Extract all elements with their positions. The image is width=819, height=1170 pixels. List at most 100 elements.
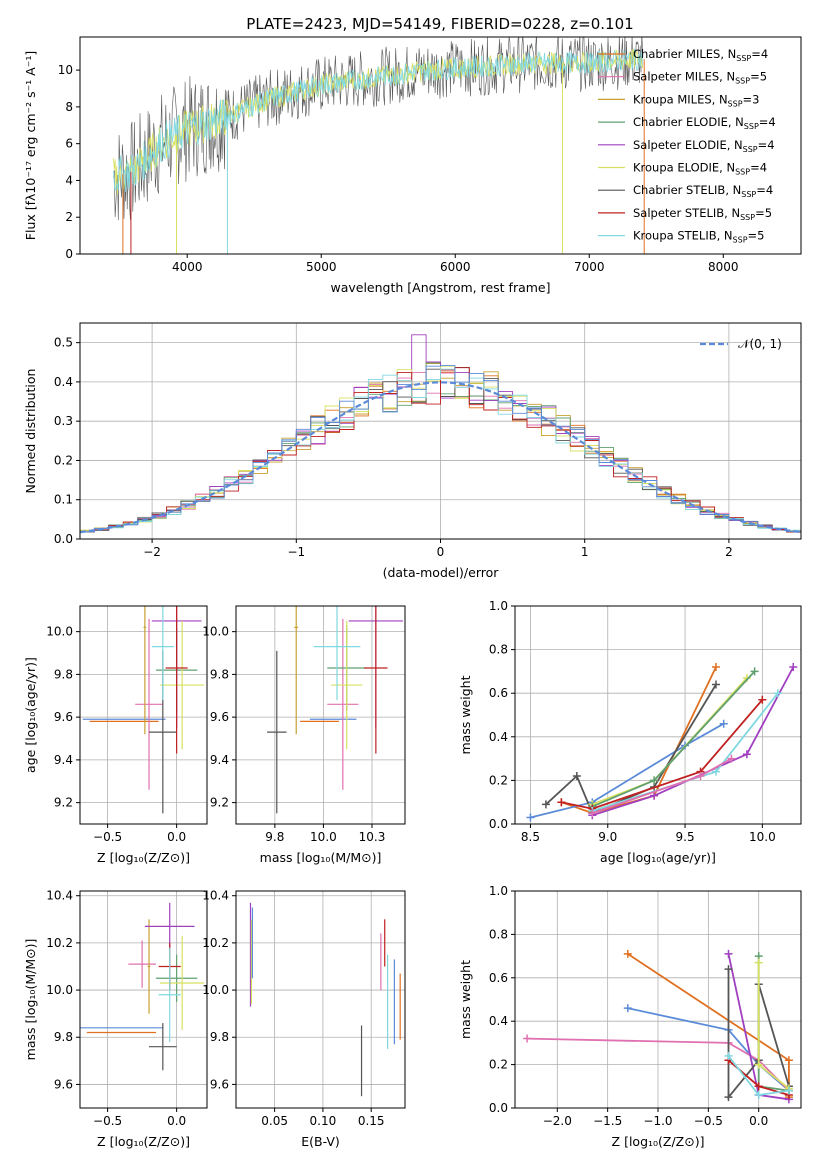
x-tick-label: 0.0	[167, 830, 186, 844]
x-tick-label: 10.3	[359, 830, 386, 844]
panel-massweight-vs-age: 8.5 9.0 9.5 10.0 0.0 0.2 0.4 0.6 0.8 1.0 age [log₁…	[458, 599, 802, 865]
y-tick-label: 9.2	[210, 796, 229, 810]
series-marker	[754, 1090, 763, 1099]
y-axis-label: Normed distribution	[23, 369, 38, 494]
axes-frame	[79, 36, 802, 255]
x-tick-label: 9.5	[676, 830, 695, 844]
y-tick-label: 0.4	[54, 375, 73, 389]
y-tick-label: 10.0	[202, 625, 229, 639]
series-marker	[742, 750, 751, 759]
series-marker	[719, 719, 728, 728]
panel-mass-vs-Z: −0.5 0.0 9.6 9.8 10.0 10.2 10.4 Z [log₁₀(Z/Z⊙)]…	[23, 889, 208, 1149]
x-tick-label: 2	[725, 545, 733, 559]
series-marker	[724, 965, 733, 974]
y-tick-label: 0.8	[489, 927, 508, 941]
legend-label-sub: SSP	[735, 77, 750, 86]
x-tick-label: 0	[437, 545, 445, 559]
y-tick-label: 9.6	[54, 1077, 73, 1091]
axes-frame	[235, 605, 406, 825]
data-point-km	[143, 606, 147, 735]
y-tick-label: 10.0	[46, 983, 73, 997]
y-tick-label: 0.2	[54, 453, 73, 467]
axes-frame	[235, 890, 406, 1109]
axes-frame	[514, 605, 802, 825]
legend-label: Salpeter STELIB, NSSP=5	[633, 206, 772, 222]
x-tick-label: −0.5	[93, 1114, 122, 1128]
legend-label-value: =5	[755, 206, 772, 220]
series-sm	[588, 754, 736, 818]
legend-label-main: Chabrier MILES, N	[633, 47, 736, 61]
series-marker	[789, 663, 798, 672]
y-tick-label: 9.4	[54, 753, 73, 767]
y-tick-label: 9.8	[54, 1030, 73, 1044]
series-marker	[711, 680, 720, 689]
legend-label: Kroupa STELIB, NSSP=5	[633, 229, 764, 245]
y-tick-label: 9.4	[210, 753, 229, 767]
y-tick-label: 10.2	[46, 936, 73, 950]
legend-label-sub: SSP	[740, 213, 755, 222]
plot-area	[113, 37, 645, 254]
series-marker	[754, 1082, 763, 1091]
y-tick-label: 9.2	[54, 796, 73, 810]
series-marker	[541, 800, 550, 809]
series-ks	[724, 1051, 793, 1099]
series-marker	[557, 798, 566, 807]
data-point-ke	[331, 620, 363, 750]
legend-label-main: Chabrier ELODIE, N	[633, 115, 744, 129]
legend-label-value: =4	[758, 138, 775, 152]
legend-entry: Salpeter STELIB, NSSP=5	[598, 206, 772, 222]
histogram-ks	[80, 368, 801, 532]
axes-frame	[79, 322, 802, 540]
spectrum-line-ks	[113, 48, 643, 194]
panel-spectrum: 4000 5000 6000 7000 8000 0 2 4 6 8 10 wavelength [A…	[23, 36, 802, 295]
legend-label-value: =4	[759, 115, 776, 129]
legend-label-value: =3	[743, 92, 760, 106]
series-line	[561, 666, 717, 815]
x-tick-label: −0.5	[93, 830, 122, 844]
data-point-sm	[135, 618, 163, 790]
x-tick-label: 10.0	[310, 830, 337, 844]
x-tick-label: 8000	[708, 260, 739, 274]
series-line	[591, 677, 748, 806]
plot-area	[523, 949, 793, 1104]
series-marker	[572, 772, 581, 781]
series-marker	[696, 772, 705, 781]
panel-mass-vs-ebv: 0.05 0.10 0.15 9.6 9.8 10.0 10.2 10.4 E(B-V)	[202, 889, 406, 1149]
data-point-ce	[155, 954, 198, 1002]
series-ss	[557, 695, 767, 813]
series-cs	[541, 680, 720, 818]
series-marker	[711, 767, 720, 776]
x-tick-label: 10.0	[749, 830, 776, 844]
data-point-ke	[160, 620, 205, 750]
axes-frame	[79, 890, 208, 1109]
x-tick-label: 6000	[440, 260, 471, 274]
x-tick-label: −1.0	[643, 1114, 672, 1128]
x-axis-label: Z [log₁₀(Z/Z⊙)]	[97, 850, 190, 865]
legend-label-sub: SSP	[728, 99, 743, 108]
legend-label-sub: SSP	[743, 145, 758, 154]
plot-area	[526, 663, 798, 822]
y-tick-label: 0	[65, 247, 73, 261]
x-tick-label: −2.0	[543, 1114, 572, 1128]
x-tick-label: 7000	[574, 260, 605, 274]
x-tick-label: −2	[143, 545, 161, 559]
y-tick-label: 0.5	[54, 336, 73, 350]
legend-label: Chabrier ELODIE, NSSP=4	[633, 115, 776, 131]
y-tick-label: 6	[65, 137, 73, 151]
x-axis-label: Z [log₁₀(Z/Z⊙)]	[612, 1134, 705, 1149]
x-tick-label: 0.10	[310, 1114, 337, 1128]
legend-label-value: =4	[756, 183, 773, 197]
series-line	[561, 699, 764, 810]
data-point-km	[294, 606, 299, 735]
legend-entry: Salpeter ELODIE, NSSP=4	[598, 138, 775, 154]
y-tick-label: 8	[65, 100, 73, 114]
legend-label-sub: SSP	[733, 236, 748, 245]
x-tick-label: 9.8	[265, 830, 284, 844]
legend-label: Chabrier MILES, NSSP=4	[633, 47, 768, 63]
series-marker	[758, 695, 767, 704]
y-tick-label: 10.4	[46, 889, 73, 903]
series-marker	[623, 1004, 632, 1013]
x-tick-label: 8.5	[521, 830, 540, 844]
legend-label-main: Salpeter STELIB, N	[633, 206, 740, 220]
data-point-km	[147, 919, 151, 1014]
